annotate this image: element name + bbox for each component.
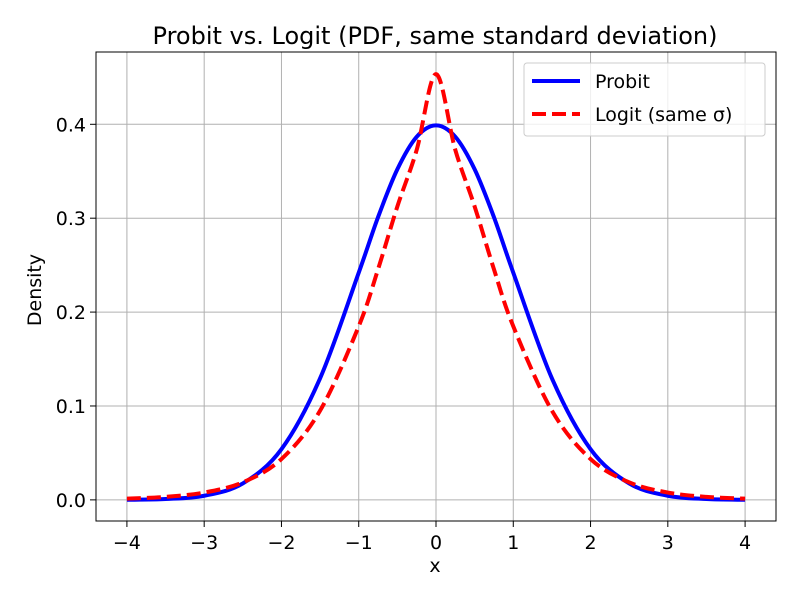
axis-ticks: −4 −3 −2 −1 0 1 2 3 4 0.0 0.1 0.2 0.3 0.4: [56, 114, 751, 554]
x-tick-label: 4: [739, 532, 751, 554]
y-tick-label: 0.1: [56, 396, 86, 418]
x-axis-label: x: [429, 555, 440, 577]
y-axis-label: Density: [24, 254, 46, 326]
probit-curve: [126, 123, 746, 502]
y-tick-label: 0.4: [56, 114, 86, 136]
y-tick-label: 0.3: [56, 208, 86, 230]
legend-box: [523, 62, 766, 137]
legend-label-logit: Logit (same σ): [595, 104, 732, 126]
logit-curve: [126, 72, 746, 501]
y-tick-label: 0.0: [56, 490, 86, 512]
x-tick-label: 2: [584, 532, 596, 554]
legend: Probit Logit (same σ): [523, 62, 766, 137]
x-tick-label: −2: [267, 532, 295, 554]
x-tick-label: −1: [345, 532, 373, 554]
x-tick-label: 0: [430, 532, 442, 554]
x-tick-label: −3: [190, 532, 218, 554]
y-tick-label: 0.2: [56, 302, 86, 324]
x-tick-label: −4: [113, 532, 141, 554]
plot-series: [126, 72, 746, 502]
chart-title: Probit vs. Logit (PDF, same standard dev…: [153, 22, 718, 50]
legend-label-probit: Probit: [595, 71, 650, 93]
x-tick-label: 1: [507, 532, 519, 554]
x-tick-label: 3: [662, 532, 674, 554]
